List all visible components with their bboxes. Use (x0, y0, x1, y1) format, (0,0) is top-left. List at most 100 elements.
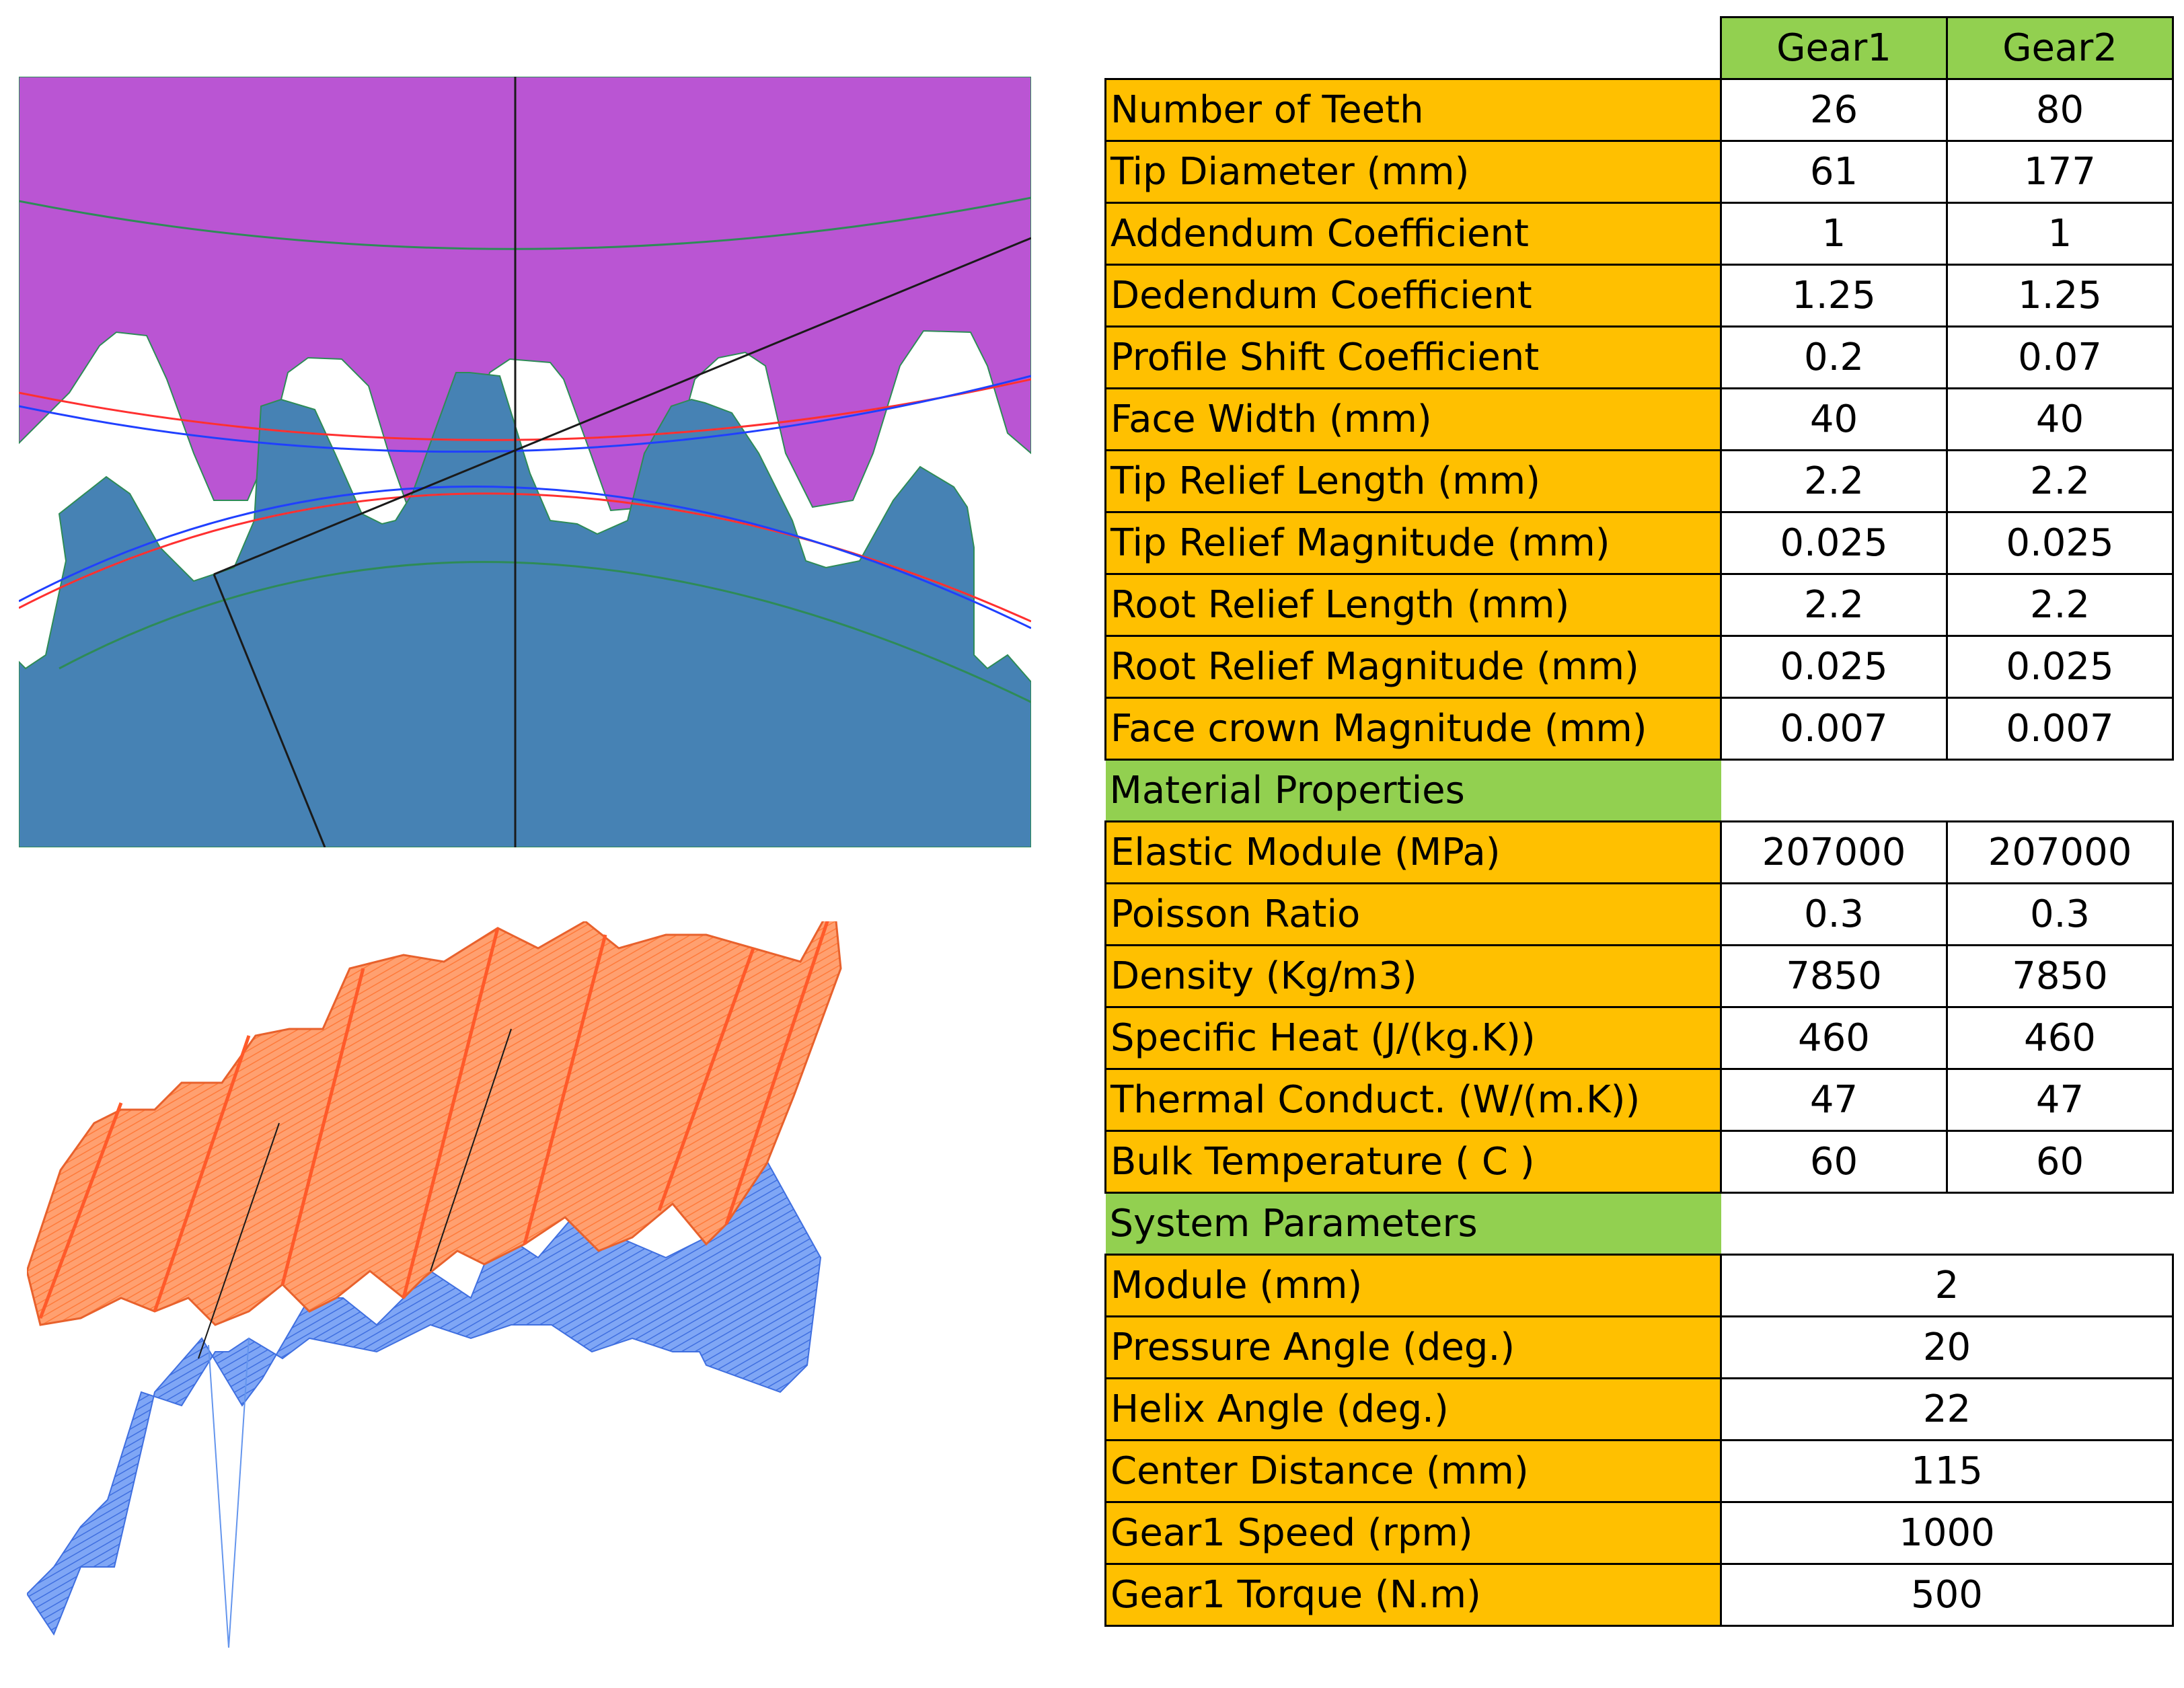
gear-param-gear2-value: 0.007 (1946, 697, 2174, 761)
material-param-label: Poisson Ratio (1104, 882, 1722, 946)
gear-param-row: Tip Relief Magnitude (mm) 0.025 0.025 (1104, 511, 2174, 575)
system-param-row: Pressure Angle (deg.) 20 (1104, 1315, 2174, 1379)
gear-param-gear1-value: 40 (1720, 387, 1948, 451)
system-param-label: Gear1 Torque (N.m) (1104, 1563, 1722, 1627)
material-param-row: Bulk Temperature ( C ) 60 60 (1104, 1130, 2174, 1194)
gear-param-label: Tip Relief Length (mm) (1104, 449, 1722, 513)
gear1-tooth-surface (27, 1135, 822, 1636)
material-param-row: Density (Kg/m3) 7850 7850 (1104, 944, 2174, 1008)
gear-param-label: Addendum Coefficient (1104, 202, 1722, 266)
gear-param-label: Dedendum Coefficient (1104, 264, 1722, 328)
system-section-title-spacer (1721, 1193, 2173, 1255)
gear-param-row: Root Relief Length (mm) 2.2 2.2 (1104, 573, 2174, 637)
material-param-label: Density (Kg/m3) (1104, 944, 1722, 1008)
gear-param-gear2-value: 0.025 (1946, 635, 2174, 699)
gear-param-gear2-value: 177 (1946, 140, 2174, 204)
gear-param-gear2-value: 80 (1946, 78, 2174, 142)
system-param-row: Center Distance (mm) 115 (1104, 1439, 2174, 1503)
system-section-title-row: System Parameters (1105, 1192, 2173, 1255)
gear-param-label: Root Relief Magnitude (mm) (1104, 635, 1722, 699)
material-param-row: Thermal Conduct. (W/(m.K)) 47 47 (1104, 1068, 2174, 1132)
system-param-value: 22 (1720, 1377, 2174, 1441)
gear-param-label: Profile Shift Coefficient (1104, 325, 1722, 389)
gear-param-gear1-value: 2.2 (1720, 573, 1948, 637)
material-param-gear1-value: 47 (1720, 1068, 1948, 1132)
system-section-title: System Parameters (1105, 1192, 1721, 1255)
gear-param-gear1-value: 0.2 (1720, 325, 1948, 389)
gear-param-gear1-value: 61 (1720, 140, 1948, 204)
parameters-table: Gear1 Gear2 Number of Teeth 26 80 Tip Diamete… (1104, 16, 2174, 1627)
header-gear2: Gear2 (1946, 16, 2174, 80)
system-param-value: 115 (1720, 1439, 2174, 1503)
gear-param-label: Number of Teeth (1104, 78, 1722, 142)
material-param-gear2-value: 207000 (1946, 820, 2174, 884)
gear-param-label: Face Width (mm) (1104, 387, 1722, 451)
gear-param-gear1-value: 0.007 (1720, 697, 1948, 761)
system-param-row: Helix Angle (deg.) 22 (1104, 1377, 2174, 1441)
gear-param-row: Number of Teeth 26 80 (1104, 78, 2174, 142)
system-param-value: 500 (1720, 1563, 2174, 1627)
gear-param-row: Profile Shift Coefficient 0.2 0.07 (1104, 325, 2174, 389)
gear-param-label: Tip Diameter (mm) (1104, 140, 1722, 204)
gear-param-gear1-value: 2.2 (1720, 449, 1948, 513)
material-param-gear2-value: 0.3 (1946, 882, 2174, 946)
material-param-gear1-value: 7850 (1720, 944, 1948, 1008)
gear-param-gear2-value: 0.025 (1946, 511, 2174, 575)
system-param-value: 1000 (1720, 1501, 2174, 1565)
gear-param-row: Dedendum Coefficient 1.25 1.25 (1104, 264, 2174, 328)
gear-param-gear2-value: 1.25 (1946, 264, 2174, 328)
gear-param-gear2-value: 2.2 (1946, 449, 2174, 513)
gear-param-row: Face Width (mm) 40 40 (1104, 387, 2174, 451)
material-param-label: Bulk Temperature ( C ) (1104, 1130, 1722, 1194)
material-param-gear1-value: 0.3 (1720, 882, 1948, 946)
header-spacer (1106, 17, 1721, 79)
material-param-gear2-value: 460 (1946, 1006, 2174, 1070)
material-param-gear2-value: 47 (1946, 1068, 2174, 1132)
gear-param-gear2-value: 0.07 (1946, 325, 2174, 389)
gear-param-label: Root Relief Length (mm) (1104, 573, 1722, 637)
system-param-row: Gear1 Torque (N.m) 500 (1104, 1563, 2174, 1627)
material-param-row: Elastic Module (MPa) 207000 207000 (1104, 820, 2174, 884)
material-param-gear1-value: 207000 (1720, 820, 1948, 884)
material-param-label: Elastic Module (MPa) (1104, 820, 1722, 884)
material-section-title-row: Material Properties (1105, 759, 2173, 822)
material-param-row: Poisson Ratio 0.3 0.3 (1104, 882, 2174, 946)
gear-param-gear1-value: 1 (1720, 202, 1948, 266)
system-param-value: 20 (1720, 1315, 2174, 1379)
gear-param-row: Face crown Magnitude (mm) 0.007 0.007 (1104, 697, 2174, 761)
gear-param-label: Tip Relief Magnitude (mm) (1104, 511, 1722, 575)
system-param-value: 2 (1720, 1254, 2174, 1317)
system-param-label: Pressure Angle (deg.) (1104, 1315, 1722, 1379)
gear-param-gear1-value: 26 (1720, 78, 1948, 142)
material-section-title: Material Properties (1105, 759, 1721, 822)
gear-param-row: Addendum Coefficient 1 1 (1104, 202, 2174, 266)
gear-param-gear1-value: 0.025 (1720, 511, 1948, 575)
tooth-surface-3d-figure (27, 921, 842, 1648)
gear-param-gear2-value: 2.2 (1946, 573, 2174, 637)
material-param-gear1-value: 460 (1720, 1006, 1948, 1070)
material-param-gear2-value: 7850 (1946, 944, 2174, 1008)
material-param-gear2-value: 60 (1946, 1130, 2174, 1194)
system-param-row: Gear1 Speed (rpm) 1000 (1104, 1501, 2174, 1565)
material-param-row: Specific Heat (J/(kg.K)) 460 460 (1104, 1006, 2174, 1070)
gear-param-row: Tip Diameter (mm) 61 177 (1104, 140, 2174, 204)
gear-param-gear1-value: 1.25 (1720, 264, 1948, 328)
gear-param-gear2-value: 1 (1946, 202, 2174, 266)
material-param-gear1-value: 60 (1720, 1130, 1948, 1194)
gear-param-label: Face crown Magnitude (mm) (1104, 697, 1722, 761)
gear-mesh-2d-figure (19, 77, 1031, 847)
system-param-label: Module (mm) (1104, 1254, 1722, 1317)
material-param-label: Thermal Conduct. (W/(m.K)) (1104, 1068, 1722, 1132)
gear-param-row: Root Relief Magnitude (mm) 0.025 0.025 (1104, 635, 2174, 699)
material-section-title-spacer (1721, 760, 2173, 822)
material-param-label: Specific Heat (J/(kg.K)) (1104, 1006, 1722, 1070)
gear1-body (19, 372, 1031, 847)
gear-param-gear2-value: 40 (1946, 387, 2174, 451)
system-param-label: Gear1 Speed (rpm) (1104, 1501, 1722, 1565)
system-param-label: Center Distance (mm) (1104, 1439, 1722, 1503)
gear-param-row: Tip Relief Length (mm) 2.2 2.2 (1104, 449, 2174, 513)
header-gear1: Gear1 (1720, 16, 1948, 80)
gear-param-gear1-value: 0.025 (1720, 635, 1948, 699)
system-param-label: Helix Angle (deg.) (1104, 1377, 1722, 1441)
header-row: Gear1 Gear2 (1106, 16, 2174, 80)
